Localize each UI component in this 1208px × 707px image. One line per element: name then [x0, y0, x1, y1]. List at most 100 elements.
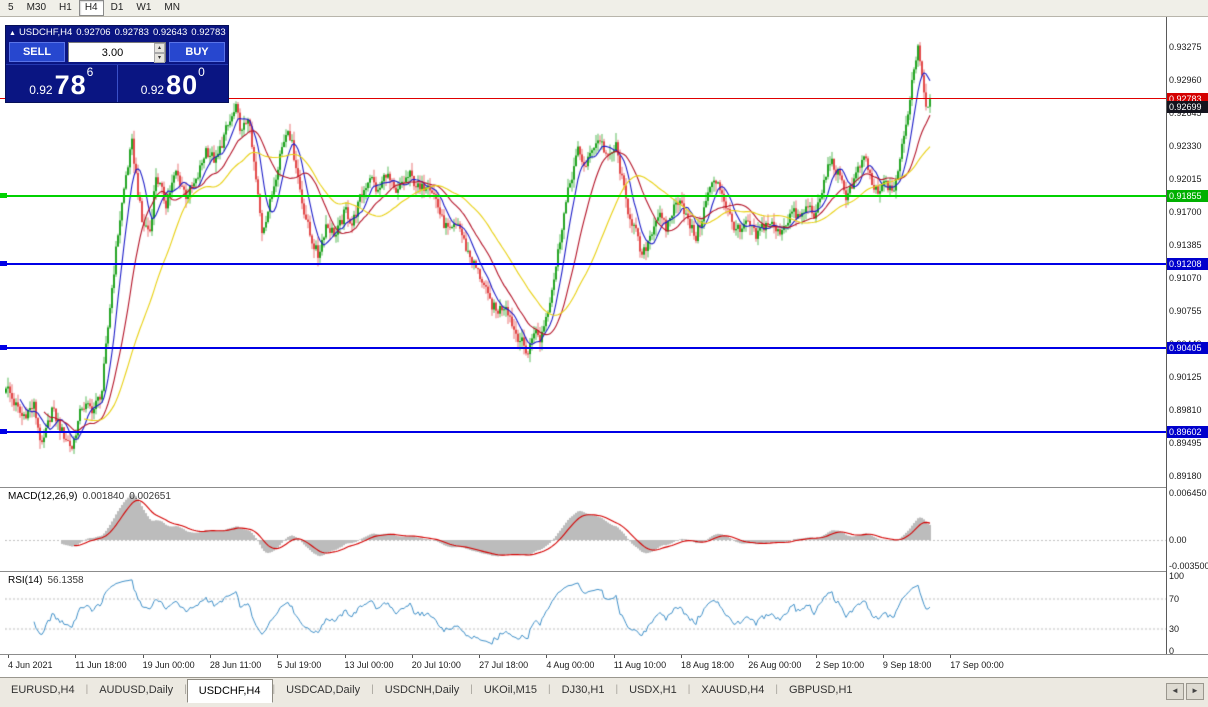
- chart-tabs-bar: EURUSD,H4 | AUDUSD,Daily | USDCHF,H4 | USDCAD,…: [0, 677, 1208, 707]
- price-axis-label: 0.91700: [1169, 207, 1202, 217]
- time-axis-tick: [411, 655, 413, 658]
- price-axis-label: 0.93275: [1169, 42, 1202, 52]
- macd-axis-label: -0.003500: [1169, 560, 1208, 571]
- macd-title: MACD(12,26,9): [8, 491, 78, 502]
- horizontal-line-level-blue[interactable]: [0, 346, 1166, 349]
- price-divider: [116, 65, 118, 102]
- line-left-marker: [0, 261, 7, 266]
- chart-tab-audusd-daily[interactable]: AUDUSD,Daily: [99, 684, 174, 696]
- time-axis-tick: [75, 655, 77, 658]
- rsi-header: RSI(14) 56.1358: [8, 575, 84, 586]
- volume-decrease-button[interactable]: ▾: [154, 53, 165, 63]
- sell-button[interactable]: SELL: [9, 42, 65, 62]
- chart-tab-xauusd-h4[interactable]: XAUUSD,H4: [701, 684, 765, 696]
- chart-tab-usdchf-h4[interactable]: USDCHF,H4: [186, 679, 273, 703]
- time-axis-label: 13 Jul 00:00: [344, 660, 394, 670]
- tab-separator: |: [470, 684, 473, 695]
- chart-tab-usdcad-daily[interactable]: USDCAD,Daily: [286, 684, 361, 696]
- time-axis-tick: [142, 655, 144, 658]
- price-axis-label: 0.92015: [1169, 174, 1202, 184]
- time-axis-tick: [546, 655, 548, 658]
- time-axis-label: 2 Sep 10:00: [815, 660, 865, 670]
- timeframe-button-mn[interactable]: MN: [164, 2, 180, 13]
- time-axis-label: 5 Jul 19:00: [277, 660, 322, 670]
- tab-separator: |: [371, 684, 374, 695]
- time-axis-tick: [950, 655, 952, 658]
- time-axis-tick: [277, 655, 279, 658]
- line-left-marker: [0, 429, 7, 435]
- horizontal-line-level-blue[interactable]: [0, 430, 1166, 433]
- chart-tab-gbpusd-h1[interactable]: GBPUSD,H1: [788, 684, 853, 696]
- collapse-panel-icon[interactable]: ▲: [9, 30, 16, 37]
- tabs-scroll-right-button[interactable]: ►: [1186, 683, 1204, 700]
- tab-separator: |: [85, 684, 89, 695]
- horizontal-line-level-blue[interactable]: [0, 262, 1166, 265]
- price-axis-label: 0.89810: [1169, 405, 1202, 415]
- ohlc-low: 0.92643: [152, 27, 188, 38]
- timeframe-button-m30[interactable]: M30: [26, 2, 47, 13]
- buy-button[interactable]: BUY: [169, 42, 225, 62]
- tab-separator: |: [687, 684, 691, 695]
- horizontal-line-ask-line[interactable]: [0, 98, 1166, 99]
- price-axis-label: 0.89180: [1169, 471, 1202, 481]
- macd-axis-label: 0.00: [1169, 535, 1187, 545]
- volume-increase-button[interactable]: ▴: [154, 43, 165, 53]
- sell-price-pipette: 6: [86, 65, 94, 79]
- time-axis-tick: [479, 655, 481, 658]
- time-axis-label: 11 Aug 10:00: [613, 660, 667, 670]
- time-axis[interactable]: 4 Jun 2021 11 Jun 18:00 19 Jun 00:00 28 Jun…: [0, 655, 1208, 677]
- rsi-axis-label: 70: [1169, 593, 1180, 604]
- chart-tab-ukoil-m15[interactable]: UKOil,M15: [483, 684, 538, 696]
- volume-input[interactable]: [69, 44, 165, 62]
- timeframe-button-5[interactable]: 5: [8, 2, 14, 13]
- buy-price-button[interactable]: 0.92 80 0: [118, 65, 229, 102]
- tab-separator: |: [272, 684, 276, 695]
- time-axis-label: 11 Jun 18:00: [75, 660, 127, 670]
- time-axis-label: 4 Jun 2021: [8, 660, 53, 670]
- tabs-scroll-left-button[interactable]: ◄: [1166, 683, 1184, 700]
- price-axis-label: 0.91070: [1169, 273, 1202, 283]
- macd-value-signal: 0.002651: [129, 491, 171, 502]
- time-axis-label: 28 Jun 11:00: [209, 660, 262, 670]
- time-axis-label: 19 Jun 00:00: [142, 660, 195, 670]
- tab-separator: |: [615, 684, 619, 695]
- volume-field: ▴ ▾: [68, 42, 166, 63]
- price-axis-label: 0.92330: [1169, 141, 1202, 151]
- chart-tab-usdcnh-daily[interactable]: USDCNH,Daily: [384, 684, 460, 696]
- price-badge-level-blue: 0.89602: [1167, 425, 1208, 438]
- time-axis-label: 17 Sep 00:00: [950, 660, 1004, 670]
- timeframe-toolbar: 5 M30 H1 H4 D1 W1 MN: [0, 0, 1208, 17]
- chart-tab-usdx-h1[interactable]: USDX,H1: [629, 684, 677, 696]
- time-axis-tick: [882, 655, 884, 658]
- chart-symbol-label: USDCHF,H4: [18, 27, 73, 38]
- panel-separator[interactable]: [0, 571, 1208, 572]
- panel-separator[interactable]: [0, 487, 1208, 488]
- macd-chart[interactable]: [5, 488, 1166, 571]
- chart-title-bar: ▲ USDCHF,H4 0.92706 0.92783 0.92643 0.92783: [6, 26, 228, 40]
- ohlc-close: 0.92783: [191, 27, 226, 38]
- time-axis-tick: [815, 655, 817, 658]
- time-axis-tick: [344, 655, 346, 658]
- price-badge-level-blue: 0.90405: [1167, 341, 1208, 354]
- sell-price-button[interactable]: 0.92 78 6: [6, 65, 117, 102]
- horizontal-line-level-green[interactable]: [0, 194, 1166, 197]
- buy-price-pips: 80: [166, 70, 199, 100]
- price-axis[interactable]: 0.932750.929600.926450.923300.920150.917…: [1167, 17, 1208, 654]
- time-axis-label: 9 Sep 18:00: [882, 660, 932, 670]
- chart-tab-eurusd-h4[interactable]: EURUSD,H4: [11, 684, 75, 696]
- timeframe-button-h4[interactable]: H4: [78, 0, 104, 16]
- ohlc-high: 0.92783: [114, 27, 149, 38]
- rsi-chart[interactable]: [5, 572, 1166, 654]
- price-axis-label: 0.90125: [1169, 372, 1202, 382]
- ohlc-open: 0.92706: [76, 27, 111, 38]
- timeframe-button-w1[interactable]: W1: [136, 2, 152, 13]
- time-axis-tick: [613, 655, 615, 658]
- rsi-axis-label: 0: [1169, 646, 1175, 656]
- rsi-title: RSI(14): [8, 575, 43, 586]
- chart-tab-dj30-h1[interactable]: DJ30,H1: [561, 684, 605, 696]
- timeframe-button-h1[interactable]: H1: [59, 2, 72, 13]
- timeframe-button-d1[interactable]: D1: [110, 2, 124, 13]
- time-axis-tick: [209, 655, 211, 658]
- one-click-trading-panel: ▲ USDCHF,H4 0.92706 0.92783 0.92643 0.92783 S…: [5, 25, 229, 103]
